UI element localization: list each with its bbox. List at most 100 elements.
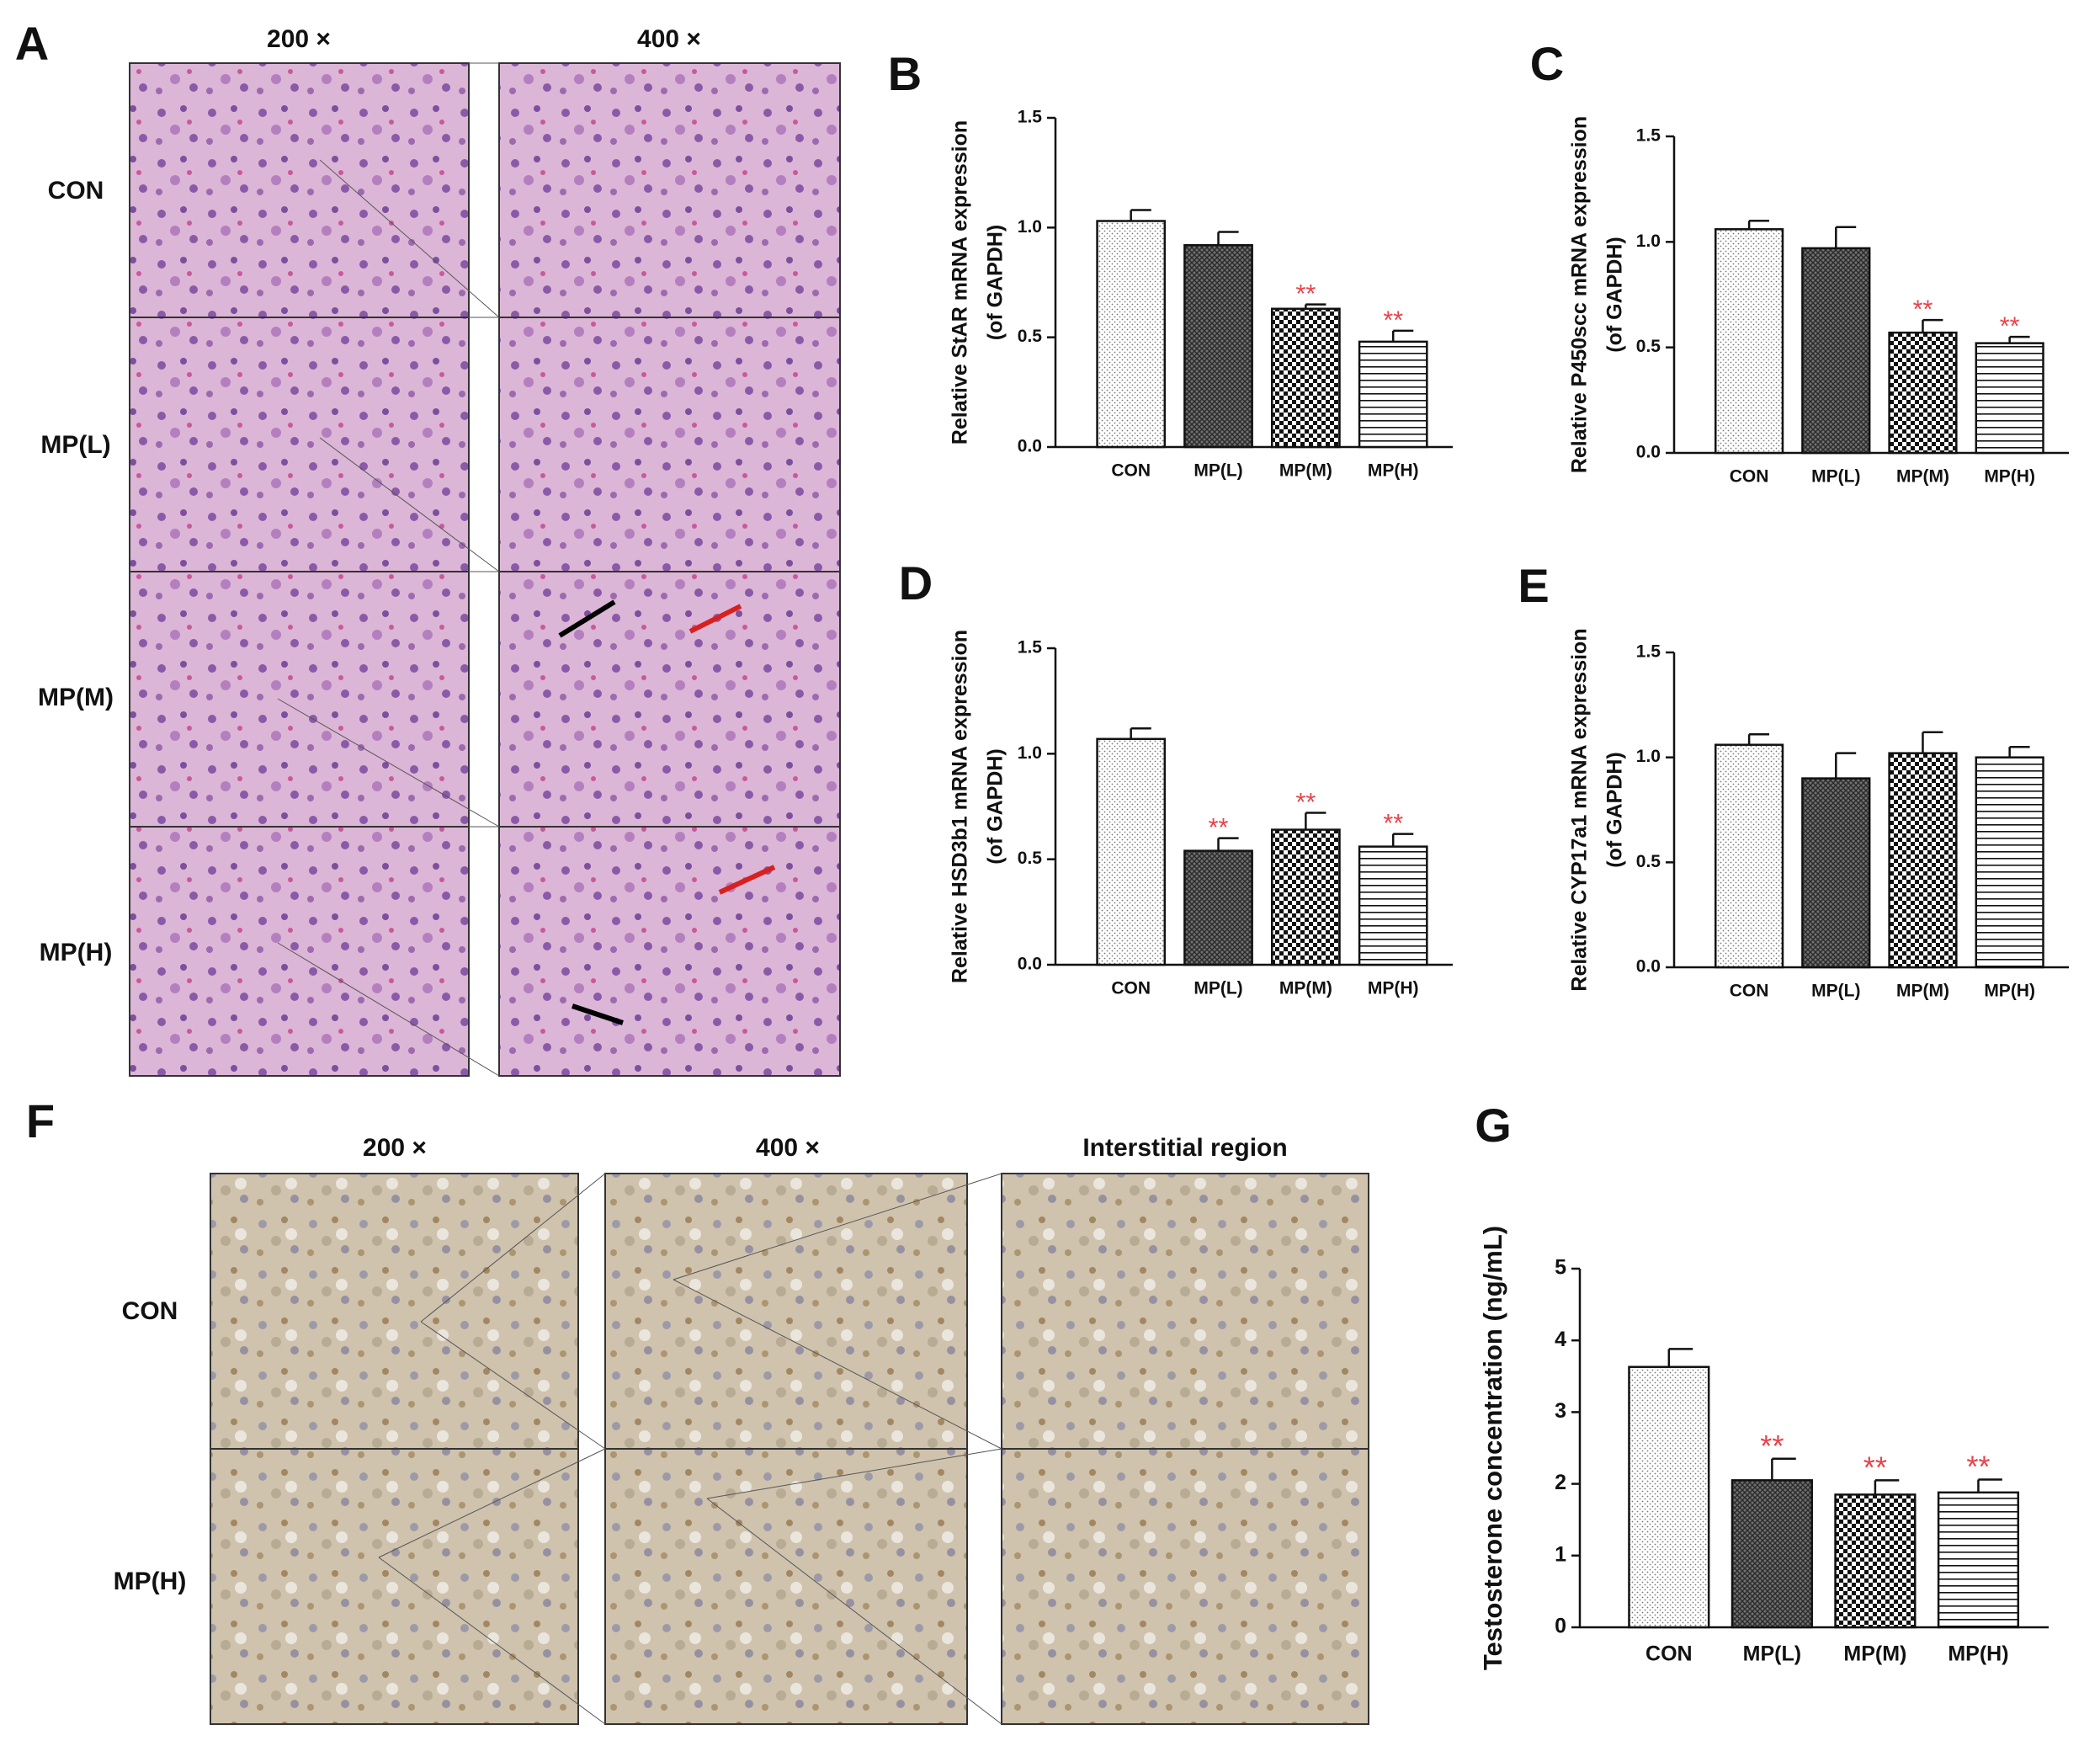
- bar: [1358, 340, 1428, 449]
- y-tick-label: 1.5: [1636, 642, 1661, 662]
- column-header: Interstitial region: [1082, 1134, 1287, 1162]
- he-images: [129, 62, 841, 1077]
- significance: **: [1296, 788, 1316, 817]
- x-tick-label: CON: [1111, 979, 1151, 998]
- y-axis-title: Relative HSD3b1 mRNA expression: [949, 630, 972, 983]
- row-label: MP(L): [40, 431, 110, 459]
- panel-label: G: [1475, 1099, 1512, 1152]
- y-axis-title: Relative StAR mRNA expression: [949, 120, 972, 444]
- x-tick-label: MP(M): [1896, 467, 1949, 487]
- significance: **: [1383, 809, 1403, 838]
- bar: [1183, 243, 1253, 449]
- column-header: 200 ×: [363, 1134, 427, 1162]
- x-tick-label: MP(L): [1743, 1642, 1801, 1666]
- x-tick-label: MP(M): [1896, 982, 1949, 1001]
- y-tick-label: 0.0: [1636, 957, 1661, 977]
- y-tick-label: 2: [1555, 1471, 1566, 1494]
- bar: [1183, 849, 1253, 966]
- y-tick-label: 4: [1555, 1328, 1566, 1351]
- panel-label: B: [888, 47, 922, 100]
- bar: [1937, 1491, 2020, 1629]
- x-tick-label: MP(H): [1368, 461, 1419, 481]
- y-tick-label: 1.0: [1636, 232, 1661, 251]
- bar: [1801, 247, 1871, 455]
- y-tick-label: 1.5: [1018, 638, 1043, 657]
- x-tick-label: MP(H): [1368, 979, 1419, 998]
- bar: [1975, 756, 2044, 969]
- y-axis-title: Relative P450scc mRNA expression: [1568, 116, 1592, 473]
- row-label: CON: [48, 177, 104, 205]
- y-axis-title: (of GAPDH): [984, 225, 1007, 340]
- significance: **: [1913, 295, 1933, 324]
- panel-label: A: [15, 17, 49, 70]
- ihc-images: [210, 1173, 1369, 1725]
- x-tick-label: MP(H): [1984, 467, 2035, 487]
- bar: [1888, 752, 1958, 969]
- row-label: MP(M): [38, 684, 114, 711]
- column-header: 400 ×: [637, 25, 701, 53]
- bar: [1270, 307, 1341, 449]
- bar: [1628, 1365, 1710, 1629]
- y-axis-title: Testosterone concentration (ng/mL): [1478, 1226, 1507, 1670]
- y-axis-title: Relative CYP17a1 mRNA expression: [1568, 628, 1592, 991]
- bar: [1714, 228, 1784, 455]
- y-tick-label: 0.5: [1018, 849, 1043, 868]
- y-tick-label: 0.0: [1636, 443, 1661, 462]
- significance: **: [1209, 813, 1229, 842]
- significance: **: [1296, 279, 1316, 308]
- row-label: MP(H): [40, 939, 113, 966]
- bar: [1834, 1493, 1917, 1629]
- row-label: CON: [122, 1297, 178, 1325]
- y-tick-label: 0.0: [1018, 955, 1042, 974]
- x-tick-label: MP(L): [1194, 461, 1242, 481]
- y-tick-label: 0.5: [1636, 852, 1661, 871]
- bar: [1975, 342, 2044, 455]
- bar: [1096, 737, 1167, 966]
- bar: [1714, 743, 1784, 969]
- y-tick-label: 0.0: [1018, 437, 1042, 456]
- x-tick-label: MP(M): [1279, 979, 1332, 998]
- bar: [1270, 828, 1341, 966]
- y-tick-label: 1.0: [1636, 747, 1661, 766]
- panel-label: D: [899, 556, 933, 610]
- x-tick-label: MP(L): [1194, 979, 1242, 998]
- x-tick-label: CON: [1645, 1642, 1693, 1666]
- panel-label: E: [1518, 559, 1549, 612]
- y-tick-label: 1.5: [1018, 108, 1043, 127]
- bar: [1096, 220, 1167, 449]
- y-tick-label: 3: [1555, 1399, 1566, 1423]
- bar: [1801, 777, 1871, 969]
- significance: **: [1863, 1450, 1887, 1484]
- significance: **: [1966, 1450, 1990, 1484]
- panel-label: F: [26, 1094, 55, 1147]
- x-tick-label: MP(H): [1984, 982, 2035, 1001]
- y-tick-label: 5: [1555, 1256, 1566, 1280]
- x-tick-label: CON: [1730, 982, 1769, 1001]
- row-label: MP(H): [114, 1568, 187, 1595]
- y-tick-label: 0: [1555, 1615, 1566, 1638]
- x-tick-label: MP(L): [1811, 982, 1860, 1001]
- significance: **: [1383, 306, 1403, 334]
- bar: [1358, 845, 1428, 966]
- x-tick-label: MP(H): [1948, 1642, 2008, 1666]
- y-tick-label: 0.5: [1636, 337, 1661, 356]
- column-header: 200 ×: [267, 25, 331, 53]
- x-tick-label: MP(M): [1843, 1642, 1906, 1666]
- significance: **: [1760, 1429, 1784, 1463]
- x-tick-label: CON: [1111, 461, 1151, 481]
- bar: [1888, 331, 1958, 455]
- bar: [1731, 1479, 1813, 1629]
- significance: **: [2000, 312, 2020, 341]
- x-tick-label: CON: [1730, 467, 1769, 487]
- column-header: 400 ×: [756, 1134, 820, 1162]
- y-tick-label: 1.5: [1636, 126, 1661, 146]
- y-tick-label: 1: [1555, 1542, 1566, 1566]
- y-axis-title: (of GAPDH): [1603, 237, 1627, 352]
- x-tick-label: MP(M): [1279, 461, 1332, 481]
- y-tick-label: 1.0: [1018, 743, 1042, 763]
- panel-label: C: [1530, 37, 1564, 90]
- x-tick-label: MP(L): [1811, 467, 1860, 487]
- y-axis-title: (of GAPDH): [1603, 752, 1627, 867]
- y-axis-title: (of GAPDH): [984, 748, 1007, 864]
